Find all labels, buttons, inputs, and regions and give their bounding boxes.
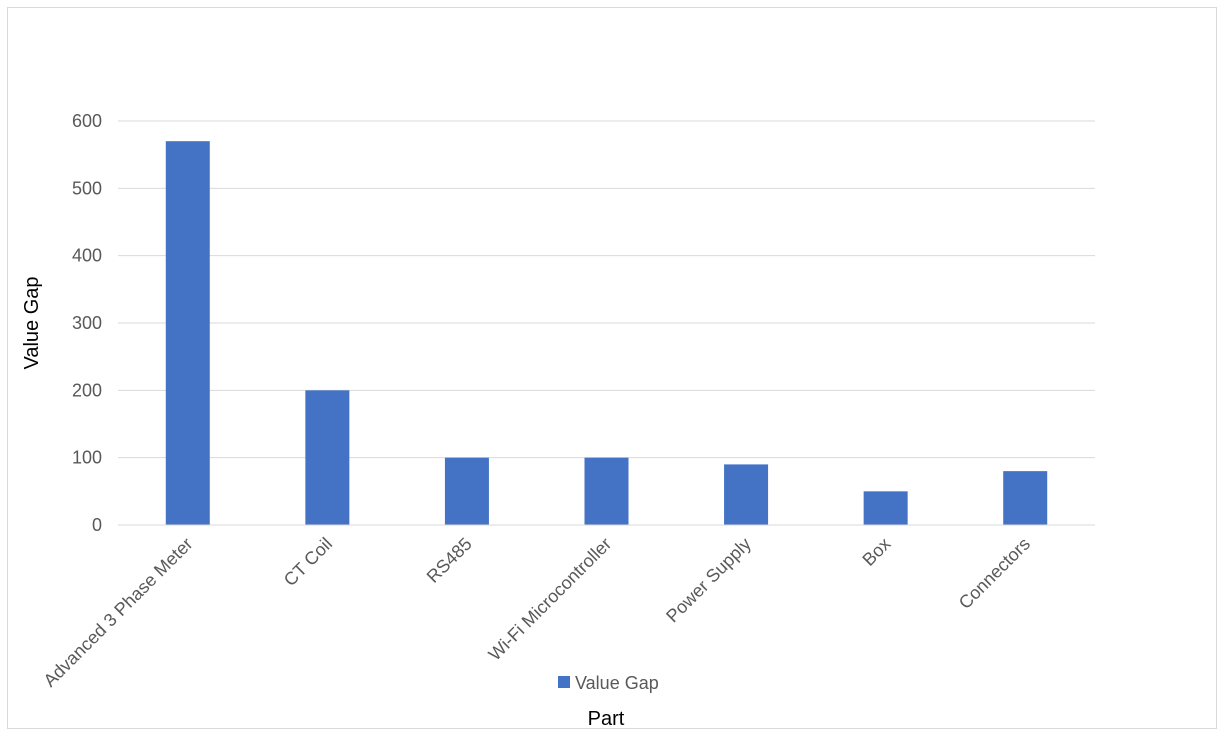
x-tick-label: RS485 (423, 534, 476, 587)
y-axis-ticks: 0 100 200 300 400 500 600 (72, 111, 102, 535)
y-tick-label: 300 (72, 313, 102, 333)
y-tick-label: 0 (92, 515, 102, 535)
legend: Value Gap (558, 673, 659, 693)
gridlines (118, 120, 1095, 459)
x-tick-label: Advanced 3 Phase Meter (40, 534, 197, 691)
legend-label: Value Gap (575, 673, 659, 693)
bar (305, 390, 350, 525)
x-tick-label: Wi-Fi Microcontroller (485, 534, 616, 665)
y-tick-label: 500 (72, 178, 102, 198)
x-axis-title: Part (588, 708, 625, 730)
x-tick-label: Connectors (955, 534, 1034, 613)
y-tick-label: 200 (72, 380, 102, 400)
bar (863, 491, 908, 525)
bar (724, 464, 769, 525)
bar (584, 457, 629, 525)
bar (444, 457, 489, 525)
legend-swatch (558, 676, 570, 688)
x-tick-label: Power Supply (662, 534, 755, 627)
bars (165, 141, 1048, 525)
y-tick-label: 600 (72, 111, 102, 131)
bar (1003, 471, 1048, 525)
bar (165, 141, 210, 525)
x-axis-ticks: Advanced 3 Phase Meter CT Coil RS485 Wi-Fi … (40, 534, 1034, 691)
y-tick-label: 100 (72, 448, 102, 468)
x-tick-label: CT Coil (280, 534, 336, 590)
y-tick-label: 400 (72, 246, 102, 266)
x-tick-label: Box (858, 534, 894, 570)
y-axis-title: Value Gap (21, 276, 43, 369)
